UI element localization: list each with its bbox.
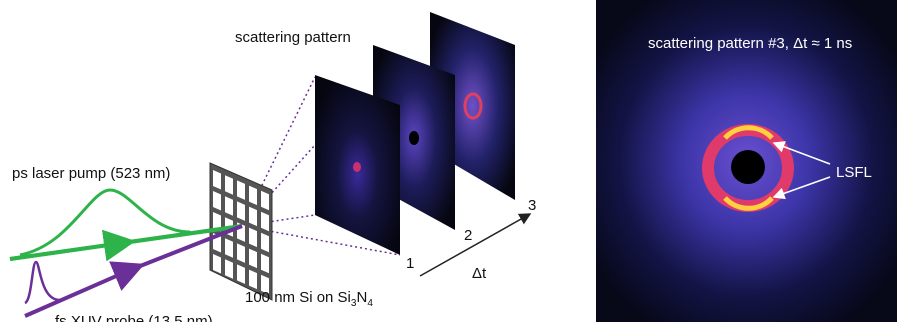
beamstop bbox=[409, 131, 419, 145]
pattern-number: 2 bbox=[464, 227, 472, 244]
pattern-number: 3 bbox=[528, 197, 536, 214]
beamstop bbox=[731, 150, 765, 184]
pump-label: ps laser pump (523 nm) bbox=[12, 165, 170, 182]
annotation: LSFL bbox=[836, 164, 872, 181]
figure: scattering pattern ps laser pump (523 nm… bbox=[0, 0, 897, 322]
pattern-number: 1 bbox=[406, 255, 414, 272]
probe-label: fs XUV probe (13.5 nm) bbox=[55, 313, 213, 322]
probe-pulse bbox=[25, 262, 60, 303]
sample-label: 100 nm Si on Si3N4 bbox=[245, 289, 373, 309]
image-title: scattering pattern #3, Δt ≈ 1 ns bbox=[648, 35, 852, 52]
time-label: Δt bbox=[472, 265, 487, 282]
schematic-title: scattering pattern bbox=[235, 29, 351, 46]
center bbox=[353, 162, 361, 172]
pump-arrow bbox=[10, 226, 242, 259]
